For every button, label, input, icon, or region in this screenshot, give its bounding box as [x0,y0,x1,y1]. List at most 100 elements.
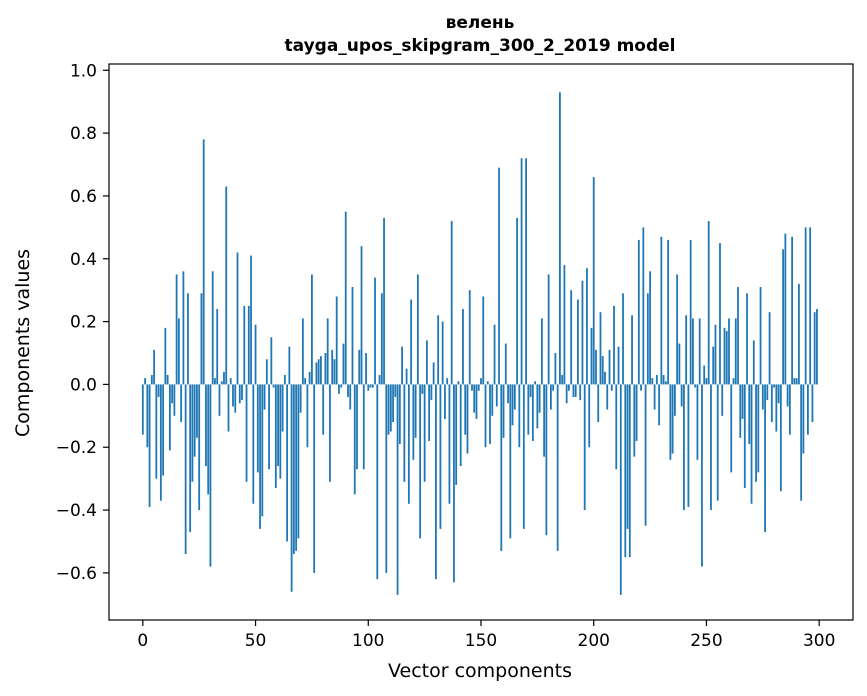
bar [534,381,537,385]
bar [671,384,674,454]
bar [425,340,428,385]
bar [692,318,694,385]
bar [297,384,300,539]
bar [272,384,275,388]
bar [410,299,413,385]
bar [344,211,347,385]
bar [234,384,237,413]
bar [809,227,812,385]
bar [599,312,602,385]
x-tick-label: 200 [578,631,610,651]
bar [301,318,304,385]
bar [705,378,708,385]
x-tick-label: 0 [137,631,148,651]
bar [640,384,642,391]
bar [498,167,500,385]
y-axis-ticks: −0.6 −0.4 −0.2 0.0 0.2 0.4 0.6 0.8 1.0 [56,61,109,584]
bar [227,384,230,432]
x-tick-label: 100 [352,631,384,651]
bar [148,384,151,507]
bar [196,384,198,438]
bar [637,239,640,385]
bar [723,327,726,385]
bar [168,384,171,451]
bar [565,384,568,404]
bar [360,246,363,385]
bar [804,227,807,385]
bar [653,384,656,410]
bar [728,318,730,385]
bar [689,239,692,385]
bar [714,324,717,385]
bar [423,384,426,482]
bar [187,293,189,385]
x-axis-label: Vector components [388,660,572,682]
bar [315,362,318,385]
bar [457,381,460,385]
bar [387,384,390,435]
bar [725,331,728,385]
y-tick-label: 1.0 [70,61,97,81]
bar [741,384,744,419]
bar [250,255,252,385]
bar [166,374,169,385]
bar [703,365,706,385]
bar [171,384,174,404]
bar [662,374,665,385]
bar [597,384,600,423]
bars-group [141,92,818,595]
bar [779,384,782,492]
bar [504,343,507,385]
bar [306,384,309,448]
bar [786,384,789,407]
bar [552,384,555,391]
y-tick-label: 0.2 [70,313,97,333]
bar [540,318,543,385]
bar [144,378,146,385]
bar [189,384,192,533]
bar [554,352,557,385]
bar [646,293,649,385]
bar [477,384,480,391]
plot-frame [108,63,854,621]
bar [331,349,334,385]
bar [531,384,534,441]
bar [667,239,670,385]
bar [631,315,633,385]
bar [807,384,809,435]
bar [313,384,316,573]
bar [473,384,476,413]
bar [270,337,273,385]
bar [333,359,336,385]
bar [464,384,467,435]
bar [561,374,564,385]
y-tick-label: 0.8 [70,124,97,144]
bar [392,384,394,423]
bar [685,315,688,385]
bar [676,274,679,385]
bar [367,384,370,391]
bar [378,374,381,385]
bar [633,384,636,457]
bar [759,287,762,385]
bar [351,287,354,385]
bar [320,356,322,385]
bar [207,384,210,495]
bar [730,384,733,473]
bar [435,384,437,580]
bar [502,384,505,438]
bar [182,271,185,385]
bar [466,384,469,454]
bar [493,324,496,385]
bar [459,384,462,467]
bar [696,384,699,460]
bar [277,384,279,467]
bar [649,271,651,385]
bar [347,384,349,397]
bar [283,374,286,385]
bar [369,384,372,388]
bar [782,249,785,385]
bar [610,384,613,391]
bar [475,384,478,419]
bar [214,378,216,385]
